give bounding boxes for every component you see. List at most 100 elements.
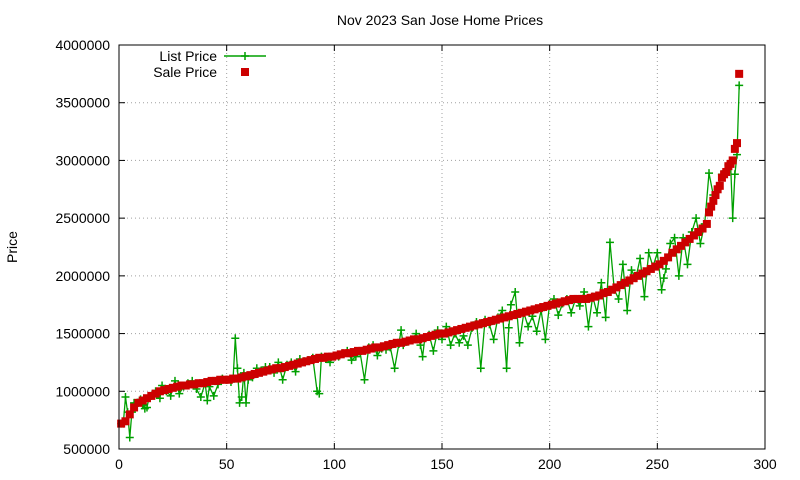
list-price-point bbox=[640, 292, 649, 301]
list-price-point bbox=[315, 389, 324, 398]
sale-price-point bbox=[388, 339, 397, 348]
y-tick-label: 1500000 bbox=[55, 326, 110, 342]
sale-price-point bbox=[539, 303, 548, 312]
sale-price-point bbox=[435, 329, 444, 338]
list-price-point bbox=[418, 352, 427, 361]
sale-price-point bbox=[672, 245, 681, 254]
sale-price-point bbox=[444, 328, 453, 337]
sale-price-point bbox=[689, 231, 698, 240]
sale-price-point bbox=[263, 366, 272, 375]
sale-price-point bbox=[207, 376, 216, 385]
sale-price-point bbox=[410, 335, 419, 344]
list-price-point bbox=[476, 364, 485, 373]
sale-price-point bbox=[173, 382, 182, 391]
list-price-point bbox=[623, 306, 632, 315]
sale-price-point bbox=[298, 358, 307, 367]
sale-price-point bbox=[164, 384, 173, 393]
sale-price-point bbox=[306, 356, 315, 365]
sale-price-point bbox=[332, 351, 341, 360]
list-price-point bbox=[584, 322, 593, 331]
sale-price-point bbox=[599, 289, 608, 298]
sale-price-point bbox=[698, 224, 707, 233]
sale-price-point bbox=[237, 373, 246, 382]
sale-price-point bbox=[625, 276, 634, 285]
sale-price-point bbox=[681, 238, 690, 247]
sale-price-point bbox=[160, 386, 169, 395]
sale-price-point bbox=[500, 313, 509, 322]
list-price-point bbox=[278, 375, 287, 384]
legend-marker bbox=[241, 68, 249, 76]
list-price-point bbox=[683, 260, 692, 269]
sale-price-point bbox=[638, 269, 647, 278]
sale-price-point bbox=[735, 69, 744, 78]
sale-price-point bbox=[668, 248, 677, 257]
sale-price-point bbox=[254, 368, 263, 377]
sale-price-point bbox=[336, 350, 345, 359]
sale-price-point bbox=[345, 349, 354, 358]
sale-price-point bbox=[366, 344, 375, 353]
sale-price-point bbox=[392, 338, 401, 347]
sale-price-point bbox=[198, 379, 207, 388]
sale-price-point bbox=[216, 375, 225, 384]
sale-price-point bbox=[155, 387, 164, 396]
sale-price-point bbox=[603, 288, 612, 297]
list-price-point bbox=[504, 323, 513, 332]
list-price-point bbox=[155, 394, 164, 403]
sale-price-point bbox=[401, 337, 410, 346]
sale-price-point bbox=[397, 338, 406, 347]
legend-label: List Price bbox=[159, 48, 217, 64]
sale-price-point bbox=[565, 296, 574, 305]
sale-price-point bbox=[289, 360, 298, 369]
list-price-point bbox=[666, 239, 675, 248]
sale-price-point bbox=[709, 196, 718, 205]
data-series bbox=[117, 69, 744, 442]
sale-price-point bbox=[633, 271, 642, 280]
list-price-point bbox=[125, 433, 134, 442]
sale-price-point bbox=[685, 234, 694, 243]
sale-price-point bbox=[582, 294, 591, 303]
list-price-point bbox=[373, 351, 382, 360]
sale-price-point bbox=[276, 364, 285, 373]
list-price-point bbox=[618, 260, 627, 269]
y-tick-label: 4000000 bbox=[55, 37, 110, 53]
x-tick-label: 50 bbox=[219, 456, 235, 472]
sale-price-point bbox=[487, 316, 496, 325]
sale-price-point bbox=[612, 283, 621, 292]
sale-price-point bbox=[379, 342, 388, 351]
sale-price-point bbox=[142, 394, 151, 403]
list-price-point bbox=[511, 288, 520, 297]
sale-price-point bbox=[310, 354, 319, 363]
sale-price-point bbox=[733, 139, 742, 148]
series-0 bbox=[117, 81, 744, 442]
y-tick-label: 1000000 bbox=[55, 383, 110, 399]
sale-price-point bbox=[242, 372, 251, 381]
list-price-point bbox=[670, 233, 679, 242]
sale-price-point bbox=[702, 219, 711, 228]
sale-price-point bbox=[621, 278, 630, 287]
sale-price-point bbox=[659, 256, 668, 265]
list-price-point bbox=[580, 288, 589, 297]
list-price-point bbox=[397, 326, 406, 335]
sale-price-point bbox=[547, 300, 556, 309]
sale-price-point bbox=[384, 341, 393, 350]
sale-price-point bbox=[530, 305, 539, 314]
sale-price-point bbox=[573, 294, 582, 303]
sale-price-point bbox=[117, 419, 126, 428]
sale-price-point bbox=[478, 319, 487, 328]
sale-price-point bbox=[375, 343, 384, 352]
sale-price-point bbox=[229, 374, 238, 383]
x-tick-label: 150 bbox=[430, 456, 454, 472]
sale-price-point bbox=[186, 380, 195, 389]
sale-price-point bbox=[448, 327, 457, 336]
sale-price-point bbox=[608, 285, 617, 294]
axis-ticks: 0 50 100 150 200 250 300 500000 1000000 1500000 20… bbox=[55, 37, 776, 472]
list-price-point bbox=[627, 266, 636, 275]
sale-price-point bbox=[341, 349, 350, 358]
sale-price-point bbox=[138, 396, 147, 405]
list-price-point bbox=[502, 364, 511, 373]
list-price-point bbox=[636, 254, 645, 263]
list-price-point bbox=[360, 375, 369, 384]
sale-price-point bbox=[319, 353, 328, 362]
sale-price-point bbox=[125, 410, 134, 419]
